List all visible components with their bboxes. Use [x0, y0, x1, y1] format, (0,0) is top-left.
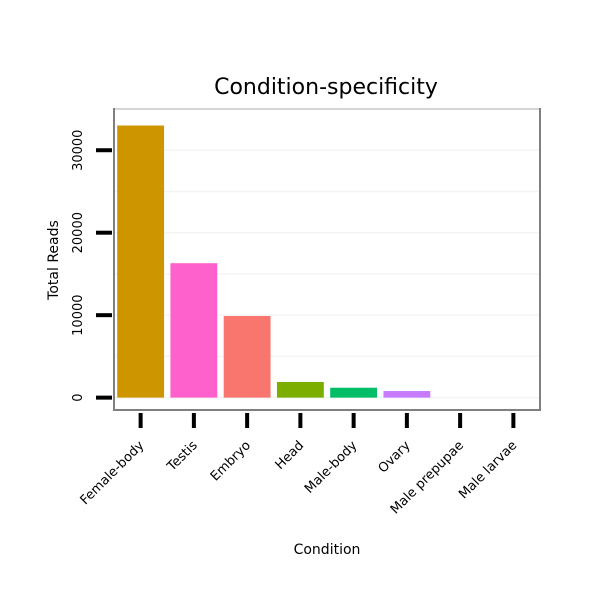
x-tick-label: Embryo — [208, 438, 254, 484]
x-axis-label: Condition — [294, 542, 361, 558]
bars — [117, 125, 431, 398]
y-axis-ticks: 0 10000 20000 30000 — [71, 130, 112, 402]
y-tick-label: 10000 — [71, 294, 86, 335]
bar-head — [276, 381, 324, 398]
bar-female-body — [117, 125, 165, 398]
bar-embryo — [223, 315, 271, 398]
y-tick-label: 0 — [71, 393, 86, 401]
y-tick-label: 20000 — [71, 212, 86, 253]
y-tick-label: 30000 — [71, 130, 86, 171]
bar-male-body — [330, 387, 378, 398]
chart-title: Condition-specificity — [214, 75, 438, 100]
bar-testis — [170, 263, 218, 398]
x-tick-label: Head — [273, 438, 308, 473]
x-tick-label: Testis — [164, 438, 201, 475]
x-tick-label: Ovary — [376, 438, 414, 476]
x-tick-label: Female-body — [78, 438, 148, 508]
x-tick-label: Male-body — [302, 438, 361, 497]
y-axis-label: Total Reads — [46, 220, 62, 301]
bar-ovary — [383, 391, 431, 398]
